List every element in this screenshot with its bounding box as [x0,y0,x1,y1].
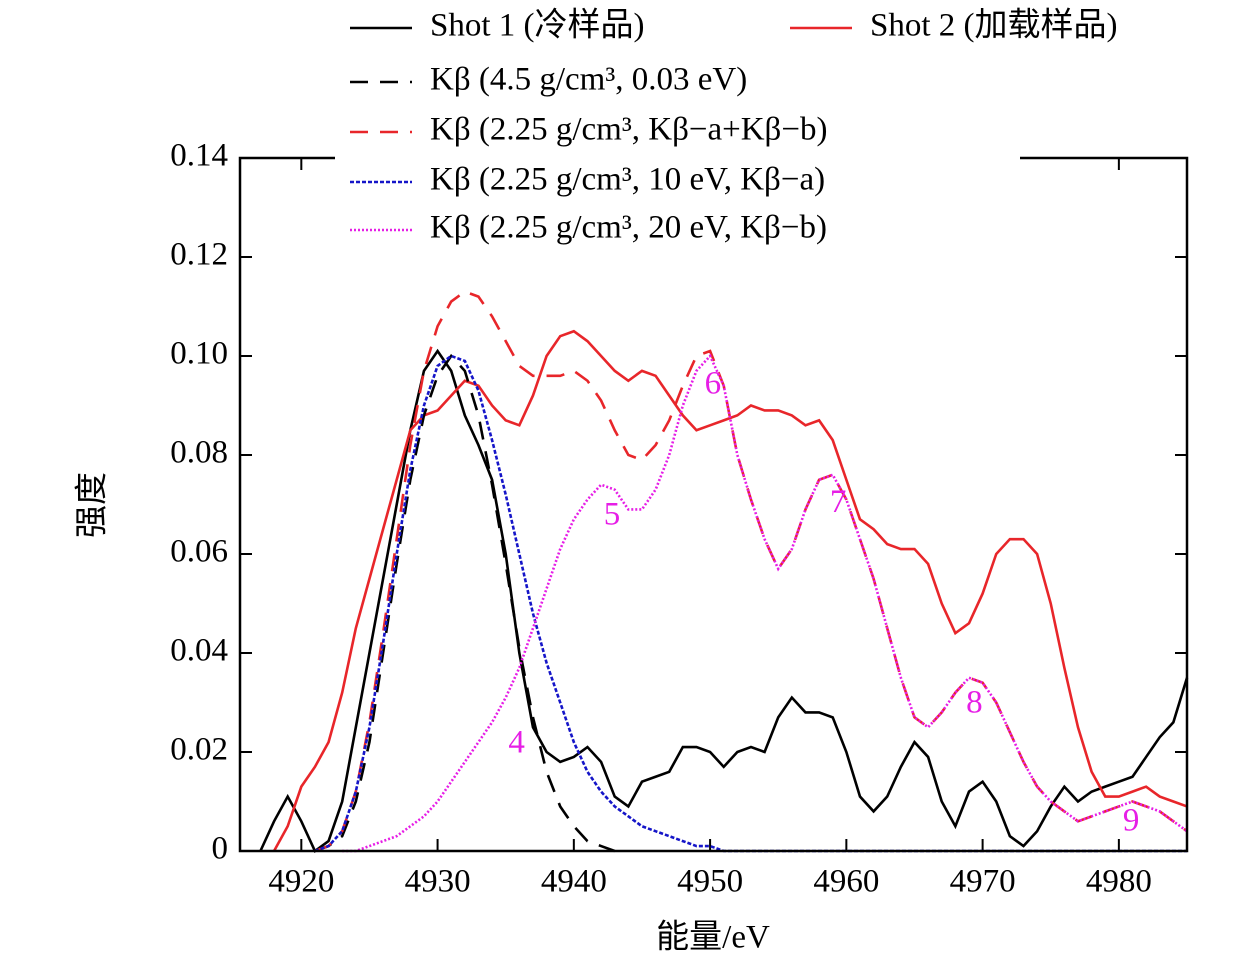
legend-label: Kβ (2.25 g/cm³, 20 eV, Kβ−b) [430,210,827,246]
annotation: 7 [830,484,847,520]
x-tick-label: 4930 [405,864,471,900]
x-tick-label: 4980 [1086,864,1152,900]
y-tick-label: 0.12 [170,237,228,273]
plot-frame [238,156,1189,853]
legend-label: Shot 2 (加载样品) [870,7,1118,44]
y-tick-label: 0.04 [170,633,228,669]
legend-label: Kβ (2.25 g/cm³, 10 eV, Kβ−a) [430,162,825,198]
y-tick-label: 0.10 [170,336,228,372]
annotation: 4 [508,725,525,761]
x-axis-label: 能量/eV [656,919,770,956]
legend-label: Kβ (4.5 g/cm³, 0.03 eV) [430,62,747,98]
annotation: 8 [966,685,983,721]
series-line [272,329,1188,852]
annotation: 5 [604,496,621,532]
annotation: 9 [1123,802,1140,838]
series-line [342,353,1188,853]
annotation: 6 [705,365,722,401]
legend-label: Kβ (2.25 g/cm³, Kβ−a+Kβ−b) [430,112,827,148]
x-tick-label: 4960 [813,864,879,900]
series-line [259,348,1189,853]
x-tick-label: 4940 [541,864,607,900]
y-tick-label: 0.06 [170,534,228,570]
y-tick-label: 0.02 [170,732,228,768]
y-tick-label: 0.08 [170,435,228,471]
series-line [314,353,616,853]
y-axis-label: 强度 [74,472,111,538]
series-line [314,290,1188,853]
y-tick-label: 0.14 [170,138,228,174]
series-line [314,354,1187,853]
legend-box [335,0,1020,252]
x-tick-label: 4970 [950,864,1016,900]
y-tick-label: 0 [212,831,229,867]
x-tick-label: 4950 [677,864,743,900]
x-tick-label: 4920 [268,864,334,900]
legend-label: Shot 1 (冷样品) [430,7,645,44]
